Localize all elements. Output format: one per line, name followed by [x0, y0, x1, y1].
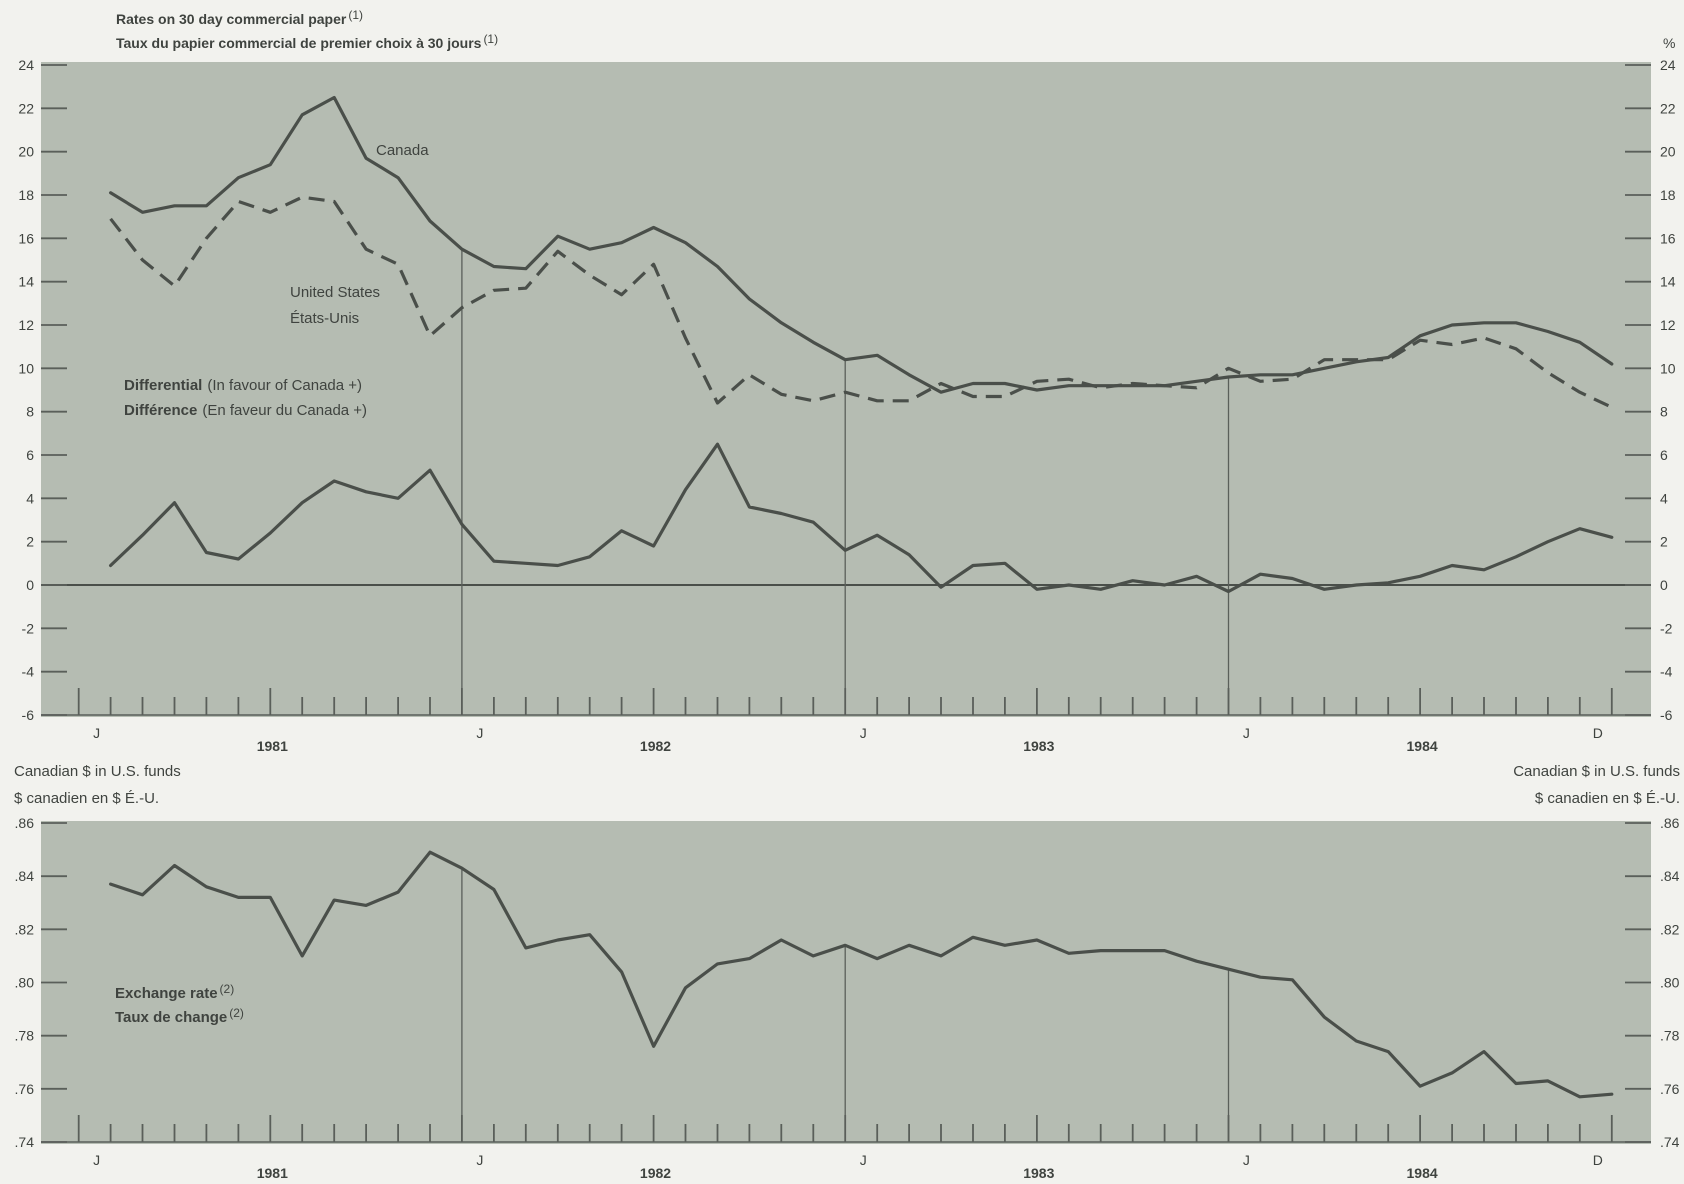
y-tick-label-left: .80 — [15, 975, 35, 991]
y-tick-label-left: 12 — [18, 317, 34, 333]
currency-axis-caption-left-en: Canadian $ in U.S. funds — [14, 763, 181, 780]
y-tick-label-left: .84 — [15, 868, 35, 884]
y-tick-label-left: 20 — [18, 144, 34, 160]
y-tick-label-left: -4 — [22, 664, 35, 680]
united-states-series-label: United States — [290, 284, 380, 301]
y-tick-label-left: -2 — [22, 620, 35, 636]
year-label: 1982 — [640, 1165, 671, 1181]
y-tick-label-left: .82 — [15, 921, 35, 937]
y-tick-label-right: .84 — [1660, 868, 1680, 884]
y-tick-label-right: 0 — [1660, 577, 1668, 593]
y-tick-label-left: 14 — [18, 274, 34, 290]
rates-plot-area — [41, 62, 1651, 717]
y-tick-label-right: 2 — [1660, 534, 1668, 550]
year-label: 1983 — [1023, 738, 1054, 754]
differential-label-fr-name: Différence — [124, 402, 197, 419]
y-tick-label-right: .76 — [1660, 1081, 1680, 1097]
y-tick-label-left: -6 — [22, 707, 35, 723]
y-tick-label-left: 24 — [18, 57, 34, 73]
exchange-rate-label-en: Exchange rate (2) — [115, 982, 234, 1002]
y-tick-label-right: -2 — [1660, 620, 1673, 636]
etats-unis-series-label: États-Unis — [290, 310, 359, 327]
y-tick-label-right: 12 — [1660, 317, 1676, 333]
y-tick-label-left: 2 — [26, 534, 34, 550]
exchange-rate-fr-footnote-marker: (2) — [229, 1006, 244, 1020]
year-label: 1982 — [640, 738, 671, 754]
y-tick-label-right: 6 — [1660, 447, 1668, 463]
canada-line — [108, 95, 1614, 394]
canada-series-label: Canada — [376, 142, 429, 159]
x-tick-label: D — [1593, 1152, 1603, 1168]
differential-label-fr-description: (En faveur du Canada +) — [202, 402, 367, 419]
y-tick-label-left: .86 — [15, 815, 35, 831]
y-tick-label-left: .78 — [15, 1028, 35, 1044]
year-label: 1984 — [1407, 738, 1438, 754]
y-tick-label-right: 24 — [1660, 57, 1676, 73]
y-tick-label-right: 22 — [1660, 100, 1676, 116]
exchange-rate-plot-area — [41, 821, 1651, 1144]
exchange-rate-footnote-marker: (2) — [220, 982, 235, 996]
currency-axis-caption-left-fr: $ canadien en $ É.-U. — [14, 790, 159, 807]
y-tick-label-right: 8 — [1660, 404, 1668, 420]
exchange-rate-label-fr: Taux de change (2) — [115, 1006, 244, 1026]
y-tick-label-left: 22 — [18, 100, 34, 116]
y-tick-label-left: 8 — [26, 404, 34, 420]
title-footnote-marker: (1) — [348, 8, 363, 22]
exchange-rate-label-fr-name: Taux de change — [115, 1009, 227, 1026]
y-tick-label-right: -6 — [1660, 707, 1673, 723]
exchange-rate-chart-marks: .86 .86 .84 .84 .82 .82 .80 .80 .78 .78 .76 .76 .74.… — [15, 815, 1680, 1181]
y-tick-label-right: 16 — [1660, 230, 1676, 246]
differential-label-en: Differential (In favour of Canada +) — [124, 377, 362, 394]
y-tick-label-left: 10 — [18, 360, 34, 376]
x-tick-label: J — [1243, 1152, 1250, 1168]
chart-title-en-text: Rates on 30 day commercial paper — [116, 11, 347, 27]
year-label: 1981 — [257, 738, 288, 754]
differential-line — [108, 442, 1614, 594]
differential-label-en-name: Differential — [124, 377, 202, 394]
y-tick-label-left: .76 — [15, 1081, 35, 1097]
y-tick-label-right: 18 — [1660, 187, 1676, 203]
y-tick-label-right: -4 — [1660, 664, 1673, 680]
year-label: 1984 — [1407, 1165, 1438, 1181]
chart-title-fr: Taux du papier commercial de premier cho… — [116, 32, 498, 51]
x-tick-label: J — [93, 725, 100, 741]
x-tick-label: J — [476, 725, 483, 741]
differential-label-fr: Différence (En faveur du Canada +) — [124, 402, 367, 419]
x-tick-label: J — [93, 1152, 100, 1168]
y-tick-label-right: .86 — [1660, 815, 1680, 831]
currency-axis-caption-right-fr: $ canadien en $ É.-U. — [1535, 790, 1680, 807]
x-tick-label: J — [860, 1152, 867, 1168]
y-tick-label-left: 16 — [18, 230, 34, 246]
exchange-rate-label-en-name: Exchange rate — [115, 985, 218, 1002]
y-tick-label-left: 18 — [18, 187, 34, 203]
x-tick-label: J — [1243, 725, 1250, 741]
x-tick-label: D — [1593, 725, 1603, 741]
y-tick-label-left: 6 — [26, 447, 34, 463]
y-tick-label-right: .80 — [1660, 975, 1680, 991]
x-tick-label: J — [476, 1152, 483, 1168]
y-tick-label-left: 0 — [26, 577, 34, 593]
y-tick-label-right: 10 — [1660, 360, 1676, 376]
y-tick-label-left: 4 — [26, 490, 34, 506]
differential-label-en-description: (In favour of Canada +) — [207, 377, 362, 394]
y-tick-label-right: .78 — [1660, 1028, 1680, 1044]
y-tick-label-right: .74 — [1660, 1134, 1680, 1150]
y-tick-label-right: 4 — [1660, 490, 1668, 506]
y-tick-label-left: .74 — [15, 1134, 35, 1150]
chart-title-fr-text: Taux du papier commercial de premier cho… — [116, 35, 482, 51]
exchange-rate-line — [108, 850, 1614, 1099]
currency-axis-caption-right-en: Canadian $ in U.S. funds — [1513, 763, 1680, 780]
y-tick-label-right: 20 — [1660, 144, 1676, 160]
year-label: 1983 — [1023, 1165, 1054, 1181]
x-tick-label: J — [860, 725, 867, 741]
percent-unit-label: % — [1663, 35, 1675, 51]
y-tick-label-right: 14 — [1660, 274, 1676, 290]
title-fr-footnote-marker: (1) — [483, 32, 498, 46]
chart-title-en: Rates on 30 day commercial paper (1) — [116, 8, 363, 27]
y-tick-label-right: .82 — [1660, 921, 1680, 937]
year-label: 1981 — [257, 1165, 288, 1181]
